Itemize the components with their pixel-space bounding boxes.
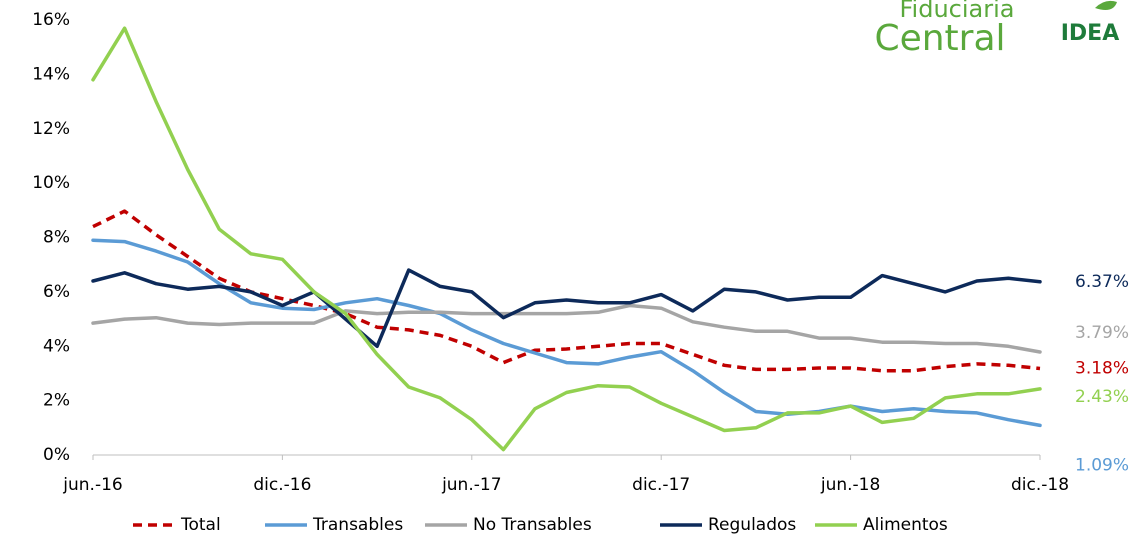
legend-label: Total xyxy=(180,515,221,535)
y-tick-label: 12% xyxy=(32,119,70,139)
logo-text: Central xyxy=(874,18,1005,59)
y-tick-label: 10% xyxy=(32,173,70,193)
series-line xyxy=(91,268,1042,349)
y-tick-label: 8% xyxy=(43,228,70,248)
x-tick-label: jun.-18 xyxy=(820,475,880,495)
value-label: 3.79% xyxy=(1075,323,1129,343)
x-tick-label: jun.-17 xyxy=(441,475,501,495)
series-line xyxy=(91,303,1042,354)
x-tick-label: dic.-16 xyxy=(253,475,311,495)
series-line xyxy=(91,26,1042,452)
logo-badge: IDEA xyxy=(1061,21,1120,46)
legend-label: Transables xyxy=(312,515,403,535)
legend-label: Alimentos xyxy=(863,515,948,535)
logo-leaf xyxy=(1095,0,1117,10)
legend-label: Regulados xyxy=(708,515,796,535)
series-line xyxy=(91,238,1042,428)
y-tick-label: 4% xyxy=(43,336,70,356)
x-tick-label: jun.-16 xyxy=(62,475,122,495)
value-label: 6.37% xyxy=(1075,272,1129,292)
value-label: 2.43% xyxy=(1075,387,1129,407)
y-tick-label: 16% xyxy=(32,10,70,30)
legend-label: No Transables xyxy=(473,515,592,535)
y-tick-label: 6% xyxy=(43,282,70,302)
value-label: 1.09% xyxy=(1075,455,1129,475)
x-tick-label: dic.-17 xyxy=(632,475,690,495)
x-tick-label: dic.-18 xyxy=(1011,475,1069,495)
y-tick-label: 14% xyxy=(32,64,70,84)
y-tick-label: 2% xyxy=(43,391,70,411)
logo: Fiduciaria Central IDEA xyxy=(874,0,1119,59)
logo-text: Fiduciaria xyxy=(900,0,1015,23)
value-label: 3.18% xyxy=(1075,359,1129,379)
y-tick-label: 0% xyxy=(43,445,70,465)
